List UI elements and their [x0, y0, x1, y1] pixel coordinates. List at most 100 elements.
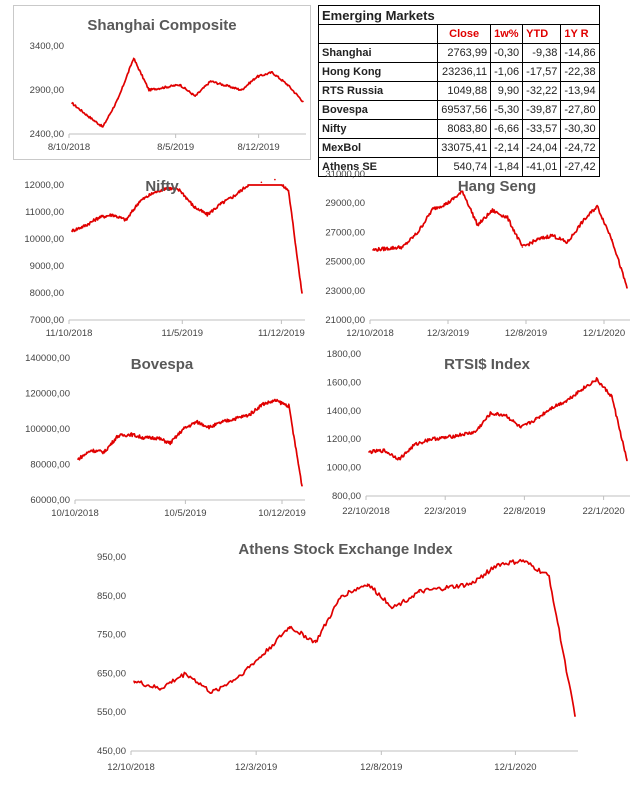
data-point — [496, 564, 499, 566]
table-row: MexBol 33075,41 -2,14 -24,04 -24,72 — [317, 138, 600, 158]
y-tick-label: 950,00 — [97, 552, 126, 563]
data-point — [288, 405, 290, 407]
row-name: Nifty — [317, 119, 439, 139]
data-point — [71, 102, 73, 104]
y-tick-label: 120000,00 — [25, 389, 70, 400]
data-point — [611, 395, 613, 398]
data-point — [566, 241, 568, 244]
data-point — [535, 418, 537, 421]
chart-title: Hang Seng — [457, 178, 537, 195]
data-point — [235, 417, 237, 420]
data-point — [402, 246, 404, 248]
chart-title: Bovespa — [130, 356, 194, 373]
chart-title: Athens Stock Exchange Index — [238, 541, 453, 558]
x-tick-label: 8/12/2019 — [237, 142, 279, 153]
y-tick-label: 10000,00 — [24, 234, 64, 245]
table-row: Bovespa 69537,56 -5,30 -39,87 -27,80 — [317, 100, 600, 120]
data-point — [368, 451, 370, 453]
x-tick-label: 12/3/2019 — [427, 328, 469, 339]
data-point — [444, 437, 446, 439]
y-tick-label: 80000,00 — [30, 460, 70, 471]
x-tick-label: 8/5/2019 — [157, 142, 194, 153]
x-tick-label: 11/10/2018 — [46, 328, 93, 339]
cell-1yr: -30,30 — [560, 119, 600, 139]
data-point — [84, 224, 87, 227]
data-point — [301, 485, 303, 487]
y-tick-label: 12000,00 — [24, 180, 64, 191]
data-point — [222, 421, 224, 423]
chart-title: Shanghai Composite — [87, 17, 237, 34]
series-line-athens — [133, 558, 576, 717]
y-tick-label: 1200,00 — [327, 434, 361, 445]
data-point — [428, 438, 431, 440]
y-tick-label: 7000,00 — [30, 315, 64, 326]
chart-svg-nifty: 7000,00 8000,00 9000,00 10000,00 11000,00 120… — [24, 178, 305, 339]
data-point — [286, 83, 289, 86]
data-point — [159, 688, 161, 690]
data-point — [138, 200, 141, 202]
data-point — [476, 224, 479, 226]
data-point — [182, 428, 185, 430]
x-tick-label: 12/8/2019 — [505, 328, 547, 339]
data-point — [288, 626, 291, 628]
data-point — [86, 114, 89, 117]
table-body: Shanghai 2763,99 -0,30 -9,38 -14,86 Hong Kong… — [317, 43, 600, 177]
table-title-row: Emerging Markets — [317, 5, 600, 25]
data-point — [233, 195, 236, 197]
data-point — [163, 86, 166, 89]
data-point — [220, 203, 222, 205]
y-tick-label: 550,00 — [97, 707, 126, 718]
row-name: RTS Russia — [317, 81, 439, 101]
data-point — [383, 449, 385, 452]
x-tick-label: 12/10/2018 — [107, 762, 155, 773]
chart-svg-athens: 450,00 550,00 650,00 750,00 850,00 950,00 12/1… — [97, 552, 578, 773]
data-point — [103, 451, 106, 453]
data-point — [596, 205, 598, 207]
cell-close: 1049,88 — [437, 81, 492, 101]
data-point — [209, 426, 211, 428]
series-line-shanghai — [71, 58, 303, 128]
data-point — [301, 292, 303, 294]
x-tick-label: 12/10/2018 — [346, 328, 394, 339]
data-point — [444, 587, 447, 589]
cell-1yr: -22,38 — [560, 62, 600, 82]
y-tick-label: 27000,00 — [325, 227, 365, 238]
column-header: YTD — [522, 24, 562, 44]
data-point — [461, 190, 464, 193]
data-point — [143, 437, 145, 439]
data-point — [248, 414, 251, 416]
x-tick-label: 22/3/2019 — [424, 506, 466, 517]
cell-ytd: -41,01 — [522, 157, 562, 177]
data-point — [129, 433, 132, 436]
y-tick-label: 1800,00 — [327, 349, 361, 360]
cell-1w: -1,06 — [490, 62, 524, 82]
x-tick-label: 10/10/2018 — [51, 508, 99, 519]
cell-1yr: -14,86 — [560, 43, 600, 63]
cell-close: 23236,11 — [437, 62, 492, 82]
cell-close: 8083,80 — [437, 119, 492, 139]
y-tick-label: 1600,00 — [327, 377, 361, 388]
data-point — [256, 76, 258, 78]
x-tick-label: 11/12/2019 — [258, 328, 305, 339]
data-point — [132, 57, 135, 60]
data-point — [432, 208, 434, 210]
cell-1w: -1,84 — [490, 157, 524, 177]
cell-ytd: -33,57 — [522, 119, 562, 139]
data-point — [387, 247, 389, 250]
y-tick-label: 140000,00 — [25, 353, 70, 364]
data-point — [111, 213, 114, 216]
y-tick-label: 750,00 — [97, 630, 126, 641]
cell-1yr: -24,72 — [560, 138, 600, 158]
data-point — [372, 249, 374, 251]
data-point — [287, 189, 290, 192]
x-tick-label: 12/3/2019 — [235, 762, 277, 773]
data-point — [302, 100, 304, 103]
x-tick-label: 11/5/2019 — [161, 328, 203, 339]
x-tick-label: 22/8/2019 — [503, 506, 545, 517]
series-line-bovespa — [77, 398, 303, 486]
data-point — [474, 431, 476, 433]
data-point — [574, 715, 576, 717]
data-point — [611, 238, 613, 241]
y-tick-label: 2900,00 — [30, 85, 64, 96]
data-point — [152, 192, 154, 194]
